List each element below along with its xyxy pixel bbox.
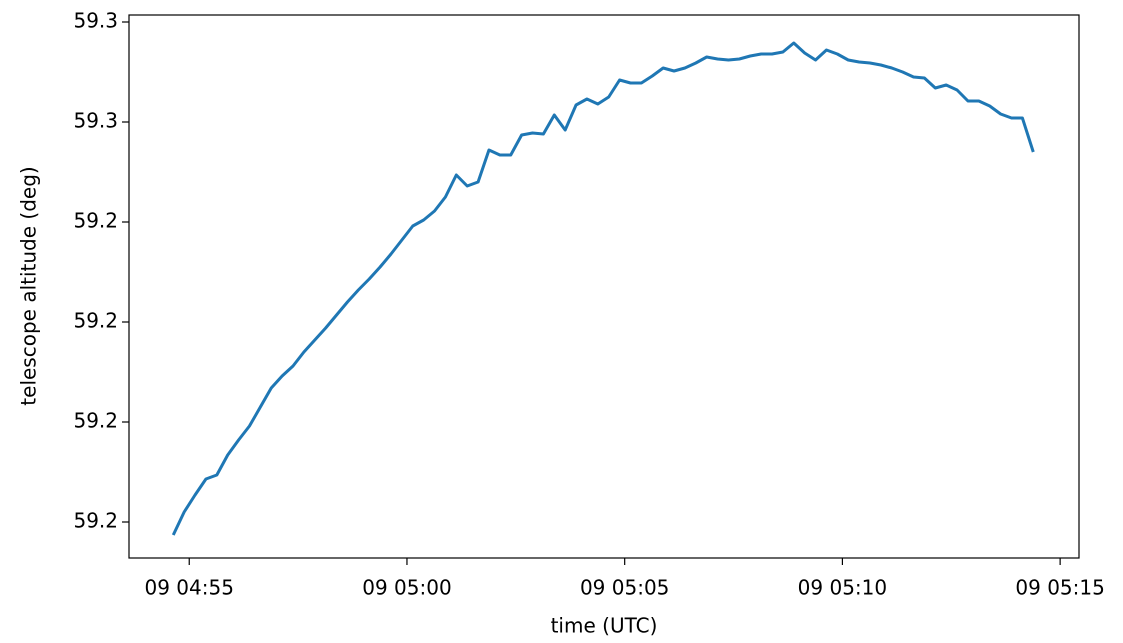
- y-tick-label: 59.2: [73, 509, 118, 533]
- x-axis-label: time (UTC): [551, 614, 658, 638]
- x-tick-label: 09 05:10: [798, 576, 887, 600]
- line: [171, 41, 1035, 536]
- y-tick-label: 59.3: [73, 109, 118, 133]
- y-tick-label: 59.2: [73, 409, 118, 433]
- x-tick-label: 09 05:00: [362, 576, 451, 600]
- y-axis-label: telescope altitude (deg): [17, 166, 41, 405]
- x-tick-label: 09 05:05: [580, 576, 669, 600]
- axes-frame: [128, 14, 1080, 559]
- y-tick-label: 59.2: [73, 209, 118, 233]
- x-tick-label: 09 04:55: [145, 576, 234, 600]
- y-tick-label: 59.3: [73, 9, 118, 33]
- y-tick-label: 59.2: [73, 309, 118, 333]
- x-tick-label: 09 05:15: [1015, 576, 1104, 600]
